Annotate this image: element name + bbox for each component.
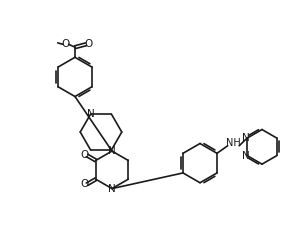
Text: N: N — [108, 146, 116, 156]
Text: NH: NH — [226, 138, 241, 148]
Text: N: N — [108, 184, 116, 194]
Text: O: O — [81, 150, 89, 161]
Text: O: O — [62, 39, 70, 49]
Text: N: N — [242, 133, 249, 143]
Text: N: N — [87, 109, 95, 119]
Text: O: O — [85, 39, 93, 49]
Text: N: N — [242, 151, 249, 161]
Text: O: O — [81, 179, 89, 189]
